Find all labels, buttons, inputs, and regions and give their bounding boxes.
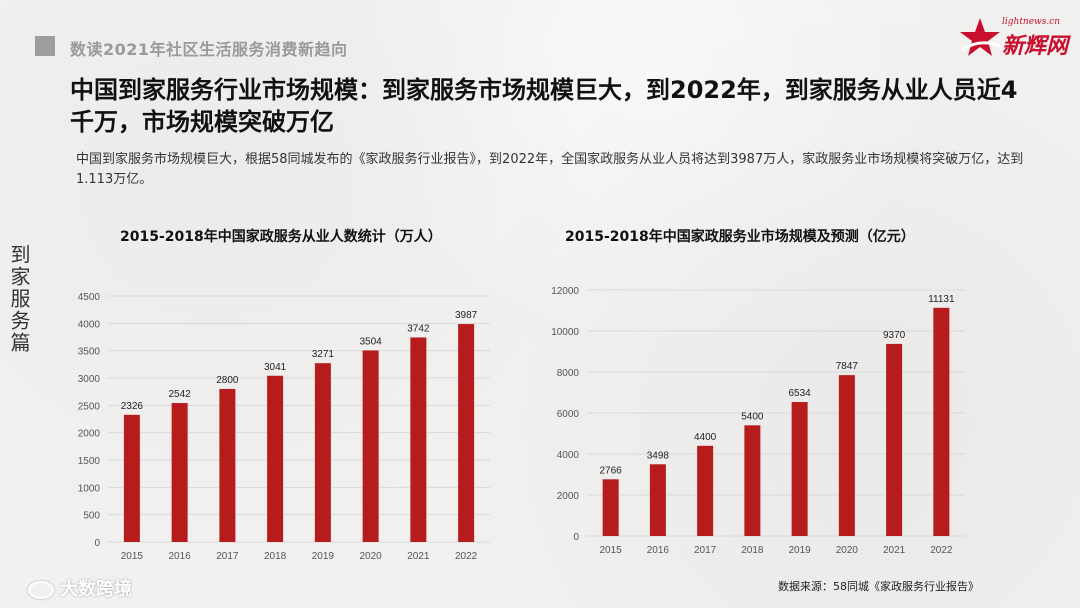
y-tick-label: 4000 <box>78 319 101 330</box>
y-tick-label: 8000 <box>557 368 580 379</box>
bar-2019 <box>791 402 808 536</box>
data-label-2020: 3504 <box>360 336 383 347</box>
x-tick-label-2021: 2021 <box>883 545 906 556</box>
data-label-2018: 5400 <box>741 411 764 422</box>
x-tick-label-2017: 2017 <box>216 551 239 562</box>
y-tick-label: 3000 <box>78 374 101 385</box>
data-label-2017: 2800 <box>216 375 239 386</box>
x-tick-label-2015: 2015 <box>600 545 623 556</box>
y-tick-label: 2500 <box>78 401 101 412</box>
x-tick-label-2018: 2018 <box>264 551 287 562</box>
y-tick-label: 4000 <box>557 450 580 461</box>
x-tick-label-2020: 2020 <box>836 545 859 556</box>
section-title: 数读2021年社区生活服务消费新趋向 <box>70 40 348 59</box>
side-section-label: 到家服务篇 <box>7 244 31 354</box>
y-tick-label: 6000 <box>557 409 580 420</box>
data-label-2018: 3041 <box>264 362 287 373</box>
bar-2022 <box>933 307 950 536</box>
bar-2017 <box>697 445 714 536</box>
bar-2015 <box>123 414 140 542</box>
y-tick-label: 0 <box>573 532 579 543</box>
data-label-2015: 2326 <box>121 401 144 412</box>
x-tick-label-2016: 2016 <box>169 551 192 562</box>
y-tick-label: 3500 <box>78 347 101 358</box>
bar-2021 <box>410 337 427 542</box>
data-label-2016: 3498 <box>647 450 670 461</box>
bar-2016 <box>649 464 666 536</box>
bar-2018 <box>744 425 761 536</box>
chart-title-left: 2015-2018年中国家政服务从业人数统计（万人） <box>120 229 442 245</box>
chart-title-right: 2015-2018年中国家政服务业市场规模及预测（亿元） <box>565 229 915 245</box>
bar-2016 <box>171 403 188 542</box>
x-tick-label-2021: 2021 <box>407 551 430 562</box>
bar-2021 <box>886 343 903 536</box>
x-tick-label-2017: 2017 <box>694 545 717 556</box>
chart-employees: 0 500 1000 1500 2000 2500 3000 3500 4000 4500 2326… <box>78 292 490 562</box>
data-label-2020: 7847 <box>836 361 859 372</box>
data-label-2015: 2766 <box>600 465 623 476</box>
description-text: 中国到家服务市场规模巨大，根据58同城发布的《家政服务行业报告》，到2022年，… <box>76 152 1024 187</box>
bar-2020 <box>362 350 379 542</box>
logo-brand: 新辉网 <box>1002 33 1069 59</box>
y-tick-label: 2000 <box>78 429 101 440</box>
header-square-icon <box>35 36 55 56</box>
bar-2019 <box>314 363 331 542</box>
data-label-2021: 3742 <box>407 323 430 334</box>
bar-2018 <box>267 375 284 542</box>
watermark-text: 大数跨境 <box>60 579 132 600</box>
watermark: 大数跨境 <box>28 575 132 601</box>
brand-logo: lightnews.cn 新辉网 <box>958 14 1070 66</box>
y-tick-label: 4500 <box>78 292 101 303</box>
star-logo-icon <box>960 18 1001 56</box>
y-tick-label: 500 <box>83 511 100 522</box>
data-label-2019: 6534 <box>789 388 812 399</box>
chart-market-size: 0 2000 4000 6000 8000 10000 12000 2766 2015 3498 2… <box>551 286 965 556</box>
page-title: 中国到家服务行业市场规模：到家服务市场规模巨大，到2022年，到家服务从业人员近… <box>70 76 1018 136</box>
bar-2022 <box>458 324 475 542</box>
x-tick-label-2015: 2015 <box>121 551 144 562</box>
data-source: 数据来源：58同城《家政服务行业报告》 <box>778 580 979 593</box>
x-tick-label-2019: 2019 <box>789 545 812 556</box>
y-tick-label: 1000 <box>78 483 101 494</box>
data-label-2017: 4400 <box>694 432 717 443</box>
bar-2017 <box>219 388 236 542</box>
data-label-2022: 3987 <box>455 310 478 321</box>
data-label-2022: 11131 <box>928 294 955 305</box>
data-label-2021: 9370 <box>883 330 906 341</box>
y-tick-label: 12000 <box>551 286 579 297</box>
bar-2020 <box>838 375 855 536</box>
x-tick-label-2018: 2018 <box>741 545 764 556</box>
x-tick-label-2016: 2016 <box>647 545 670 556</box>
x-tick-label-2019: 2019 <box>312 551 335 562</box>
data-label-2016: 2542 <box>169 389 192 400</box>
watermark-logo-icon <box>28 581 54 599</box>
logo-url: lightnews.cn <box>1002 17 1061 27</box>
y-tick-label: 10000 <box>551 327 579 338</box>
data-label-2019: 3271 <box>312 349 335 360</box>
x-tick-label-2022: 2022 <box>930 545 953 556</box>
x-tick-label-2020: 2020 <box>360 551 383 562</box>
y-tick-label: 1500 <box>78 456 101 467</box>
y-tick-label: 2000 <box>557 491 580 502</box>
bar-2015 <box>602 479 619 536</box>
y-tick-label: 0 <box>94 538 100 549</box>
x-tick-label-2022: 2022 <box>455 551 478 562</box>
